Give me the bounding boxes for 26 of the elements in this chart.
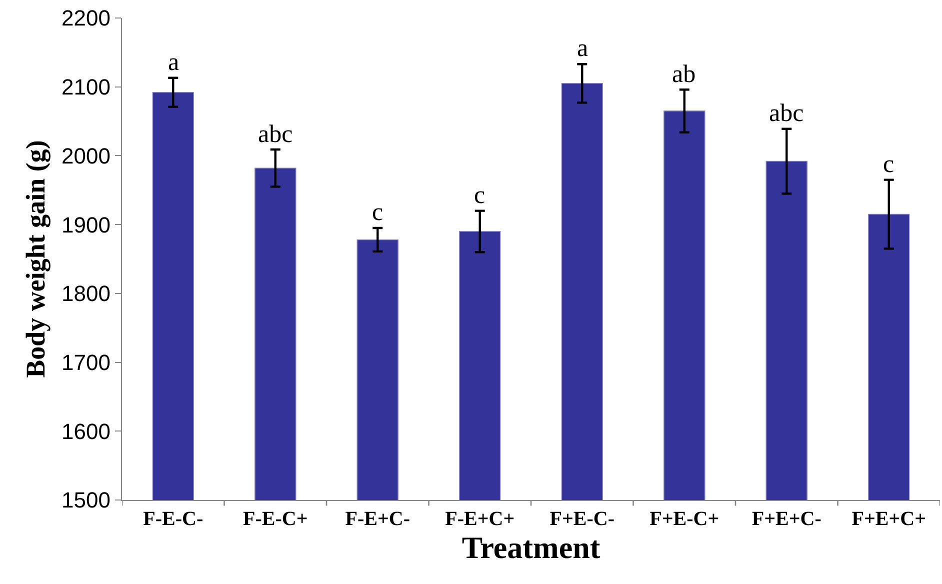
x-axis-title: Treatment bbox=[462, 530, 601, 566]
annotation: ab bbox=[672, 61, 696, 88]
x-tick-label: F+E+C+ bbox=[852, 508, 926, 530]
x-tick-label: F+E-C- bbox=[550, 508, 614, 530]
y-tick-label: 1800 bbox=[61, 281, 110, 306]
x-tick-label: F-E+C- bbox=[345, 508, 410, 530]
y-tick-label: 2000 bbox=[61, 143, 110, 168]
y-tick-label: 1900 bbox=[61, 212, 110, 238]
annotation: c bbox=[474, 182, 486, 209]
annotation: c bbox=[372, 199, 384, 226]
y-tick-label: 1500 bbox=[61, 488, 110, 513]
y-tick-label: 1700 bbox=[61, 350, 110, 375]
annotation: c bbox=[883, 151, 894, 178]
x-tick-label: F-E-C- bbox=[143, 508, 204, 530]
x-tick-label: F-E-C+ bbox=[243, 508, 308, 530]
x-tick-label: F+E+C- bbox=[752, 508, 822, 530]
annotation: a bbox=[577, 35, 588, 62]
x-tick-label: F+E-C+ bbox=[650, 508, 720, 530]
x-tick-label: F-E+C+ bbox=[445, 508, 515, 530]
annotation: abc bbox=[258, 121, 293, 148]
y-axis-title: Body weight gain (g) bbox=[20, 140, 51, 378]
annotation: a bbox=[168, 49, 180, 76]
y-tick-label: 1600 bbox=[61, 418, 110, 444]
y-tick-label: 2100 bbox=[61, 74, 110, 100]
annotation: abc bbox=[769, 100, 804, 127]
y-tick-label: 2200 bbox=[61, 6, 110, 31]
